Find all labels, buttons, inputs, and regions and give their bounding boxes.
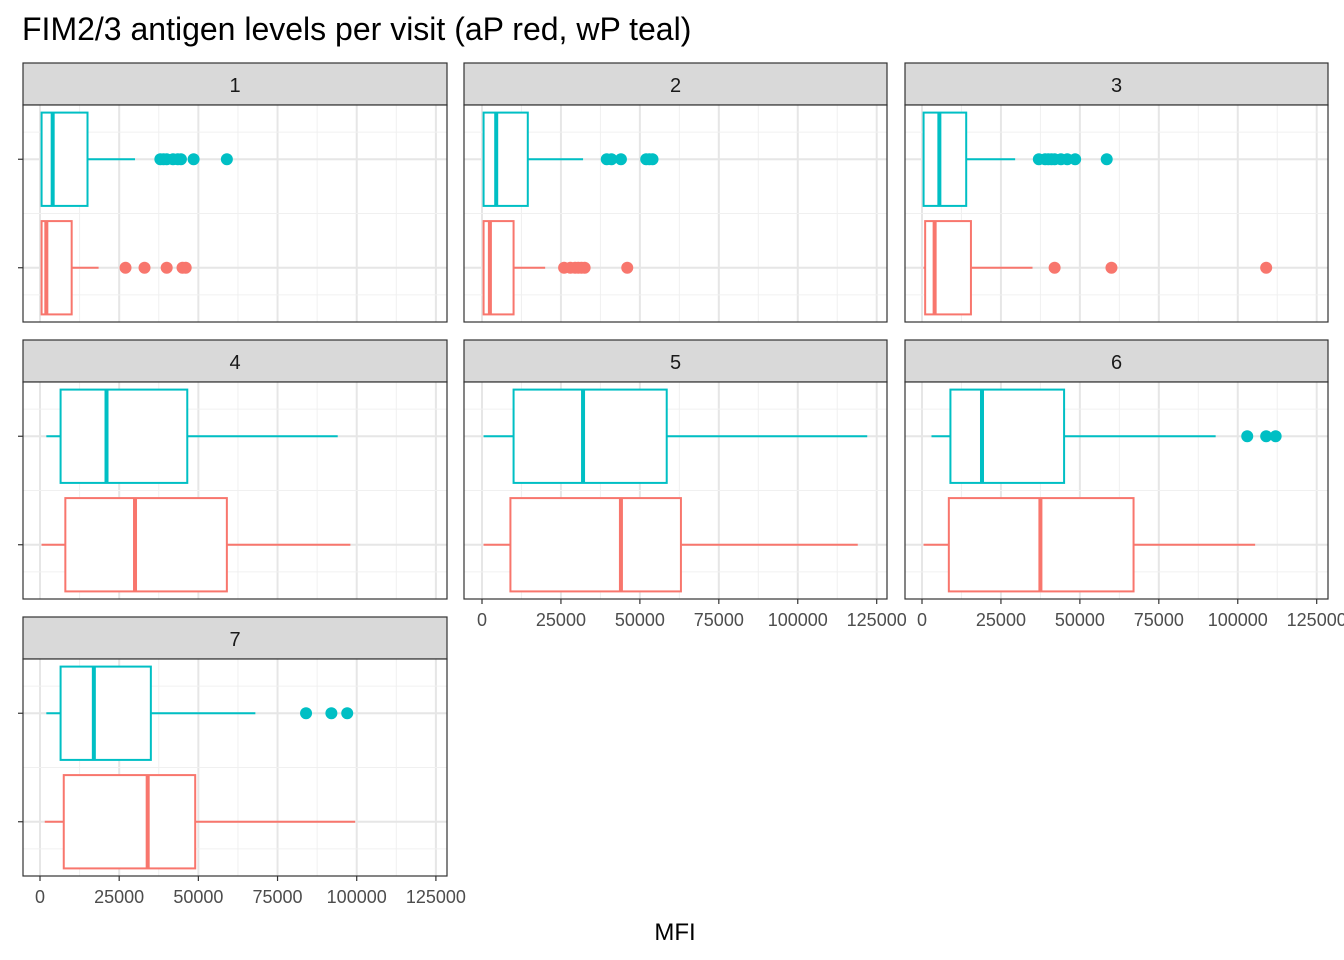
outlier-point [646, 153, 659, 166]
x-tick-label: 75000 [694, 610, 744, 630]
outlier-point [605, 153, 618, 166]
box-wP [40, 111, 233, 207]
x-tick-label: 50000 [1055, 610, 1105, 630]
box-iqr [482, 111, 529, 207]
outlier-point [300, 707, 313, 720]
x-tick-label: 0 [477, 610, 487, 630]
facet-panel-4: 4 [18, 339, 448, 600]
panel-border [22, 658, 448, 877]
facet-panel-7: 7 0 25000 50000 75000 100000 125000 [18, 616, 466, 907]
outlier-point [138, 261, 151, 274]
x-tick-label: 125000 [1287, 610, 1344, 630]
x-axis-title: MFI [654, 919, 695, 946]
box-iqr [40, 111, 89, 207]
box-aP [40, 220, 192, 316]
chart-title: FIM2/3 antigen levels per visit (aP red,… [22, 11, 691, 47]
box-iqr [62, 774, 197, 870]
facet-strip-label: 2 [670, 75, 681, 97]
outlier-point [1105, 261, 1118, 274]
outlier-point [1048, 261, 1061, 274]
facet-strip [22, 339, 448, 383]
panel-border [22, 104, 448, 323]
outlier-point [220, 153, 233, 166]
box-aP [41, 497, 351, 593]
box-aP [482, 220, 634, 316]
facet-panel-3: 3 [904, 62, 1329, 323]
box-aP [923, 497, 1256, 593]
facet-strip [22, 616, 448, 660]
x-tick-label: 100000 [768, 610, 828, 630]
panel-border [463, 104, 888, 323]
facet-strip-label: 6 [1111, 352, 1122, 374]
facet-strip [463, 62, 888, 106]
outlier-point [621, 261, 634, 274]
box-wP [931, 388, 1282, 484]
x-tick-label: 125000 [406, 887, 466, 907]
facet-strip-label: 7 [229, 629, 240, 651]
facet-panel-5: 5 0 25000 50000 75000 100000 125000 [463, 339, 907, 630]
box-iqr [922, 111, 968, 207]
x-tick-label: 125000 [847, 610, 907, 630]
box-iqr [64, 497, 228, 593]
panel-border [904, 381, 1329, 600]
box-wP [46, 388, 338, 484]
x-tick-label: 75000 [1134, 610, 1184, 630]
facet-strip [904, 62, 1329, 106]
outlier-point [1260, 430, 1273, 443]
facet-panels: 1 2 3 4 5 0 25000 50000 75000 100000 125000 6 0 25000… [18, 62, 1344, 907]
box-aP [923, 220, 1273, 316]
x-tick-label: 100000 [327, 887, 387, 907]
box-iqr [924, 220, 972, 316]
facet-strip-label: 3 [1111, 75, 1122, 97]
outlier-point [174, 153, 187, 166]
x-tick-label: 25000 [536, 610, 586, 630]
box-iqr [509, 497, 682, 593]
x-tick-label: 0 [917, 610, 927, 630]
facet-panel-2: 2 [463, 62, 888, 323]
facet-strip [22, 62, 448, 106]
box-aP [44, 774, 356, 870]
box-wP [922, 111, 1113, 207]
box-iqr [949, 388, 1066, 484]
facet-panel-6: 6 0 25000 50000 75000 100000 125000 [904, 339, 1344, 630]
outlier-point [1100, 153, 1113, 166]
x-tick-label: 100000 [1208, 610, 1268, 630]
facet-strip [463, 339, 888, 383]
box-wP [482, 111, 659, 207]
box-iqr [59, 665, 152, 761]
outlier-point [179, 261, 192, 274]
x-tick-label: 50000 [173, 887, 223, 907]
outlier-point [578, 261, 591, 274]
outlier-point [187, 153, 200, 166]
outlier-point [1069, 153, 1082, 166]
panel-border [904, 104, 1329, 323]
box-iqr [59, 388, 189, 484]
outlier-point [1260, 261, 1273, 274]
x-tick-label: 75000 [253, 887, 303, 907]
box-wP [483, 388, 868, 484]
x-tick-label: 0 [35, 887, 45, 907]
box-aP [483, 497, 858, 593]
x-tick-label: 25000 [976, 610, 1026, 630]
box-wP [46, 665, 354, 761]
panel-border [463, 381, 888, 600]
outlier-point [1269, 430, 1282, 443]
outlier-point [325, 707, 338, 720]
outlier-point [1241, 430, 1254, 443]
facet-strip-label: 4 [229, 352, 240, 374]
facet-panel-1: 1 [18, 62, 448, 323]
facet-strip [904, 339, 1329, 383]
facet-strip-label: 5 [670, 352, 681, 374]
facet-strip-label: 1 [229, 75, 240, 97]
outlier-point [614, 153, 627, 166]
x-tick-label: 50000 [615, 610, 665, 630]
box-iqr [512, 388, 668, 484]
panel-border [22, 381, 448, 600]
outlier-point [341, 707, 354, 720]
x-tick-label: 25000 [94, 887, 144, 907]
outlier-point [160, 261, 173, 274]
outlier-point [119, 261, 132, 274]
